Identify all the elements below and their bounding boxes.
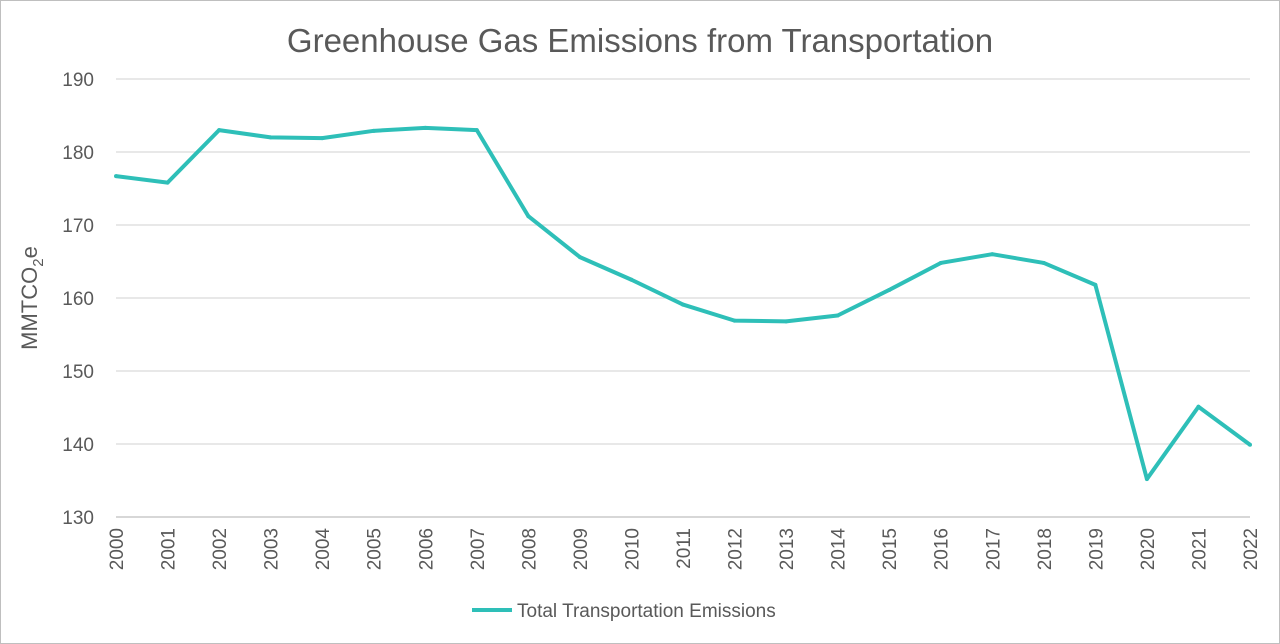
x-tick-label: 2004: [313, 528, 334, 571]
data-point: [526, 214, 531, 219]
data-point: [887, 287, 892, 292]
data-point: [1144, 477, 1149, 482]
data-point: [784, 319, 789, 324]
x-tick-label: 2005: [365, 528, 386, 570]
data-point: [114, 174, 118, 179]
data-point: [1093, 282, 1098, 287]
data-point: [165, 180, 170, 185]
y-tick-label: 160: [62, 289, 94, 310]
x-tick-label: 2021: [1189, 528, 1210, 570]
x-tick-label: 2012: [726, 528, 747, 570]
data-point: [629, 277, 634, 282]
x-tick-label: 2010: [622, 528, 643, 570]
data-point: [577, 255, 582, 260]
legend: Total Transportation Emissions: [472, 601, 776, 622]
x-tick-label: 2003: [262, 528, 283, 570]
data-point: [1248, 442, 1252, 447]
x-tick-label: 2020: [1138, 528, 1159, 570]
x-tick-label: 2002: [210, 528, 231, 570]
x-tick-label: 2014: [829, 528, 850, 571]
data-point: [423, 125, 428, 130]
x-tick-label: 2022: [1241, 528, 1262, 570]
y-tick-label: 170: [62, 216, 94, 237]
x-tick-label: 2007: [468, 528, 489, 570]
data-point: [1041, 260, 1046, 265]
x-tick-label: 2015: [880, 528, 901, 570]
data-point: [732, 318, 737, 323]
chart-title: Greenhouse Gas Emissions from Transporta…: [287, 22, 993, 59]
y-tick-label: 190: [62, 70, 94, 91]
x-tick-label: 2019: [1086, 528, 1107, 570]
x-tick-label: 2001: [159, 528, 180, 570]
series-group: [114, 125, 1252, 482]
data-point: [835, 313, 840, 318]
data-point: [268, 135, 273, 140]
y-axis-label: MMTCO2e: [17, 246, 47, 350]
x-tick-label: 2008: [519, 528, 540, 570]
x-tick-label: 2018: [1035, 528, 1056, 570]
y-tick-labels: 130 140 150 160 170 180 190: [62, 70, 94, 529]
data-point: [990, 252, 995, 257]
legend-label: Total Transportation Emissions: [517, 601, 776, 622]
data-point: [474, 128, 479, 133]
x-tick-label: 2011: [674, 528, 695, 569]
x-tick-label: 2017: [983, 528, 1004, 570]
x-tick-label: 2013: [777, 528, 798, 570]
gridlines: [116, 78, 1250, 518]
data-point: [371, 128, 376, 133]
data-point: [320, 136, 325, 141]
x-tick-labels: 2000 2001 2002 2003 2004 2005 2006 2007 2008 2009…: [107, 528, 1262, 571]
x-tick-label: 2009: [571, 528, 592, 570]
data-point: [938, 260, 943, 265]
data-point: [217, 128, 222, 133]
y-tick-label: 130: [62, 508, 94, 529]
y-tick-label: 150: [62, 362, 94, 383]
data-point: [681, 302, 685, 307]
x-tick-label: 2016: [932, 528, 953, 570]
y-tick-label: 180: [62, 143, 94, 164]
data-point: [1196, 404, 1201, 409]
x-tick-label: 2000: [107, 528, 128, 570]
x-tick-label: 2006: [416, 528, 437, 570]
y-tick-label: 140: [62, 435, 94, 456]
